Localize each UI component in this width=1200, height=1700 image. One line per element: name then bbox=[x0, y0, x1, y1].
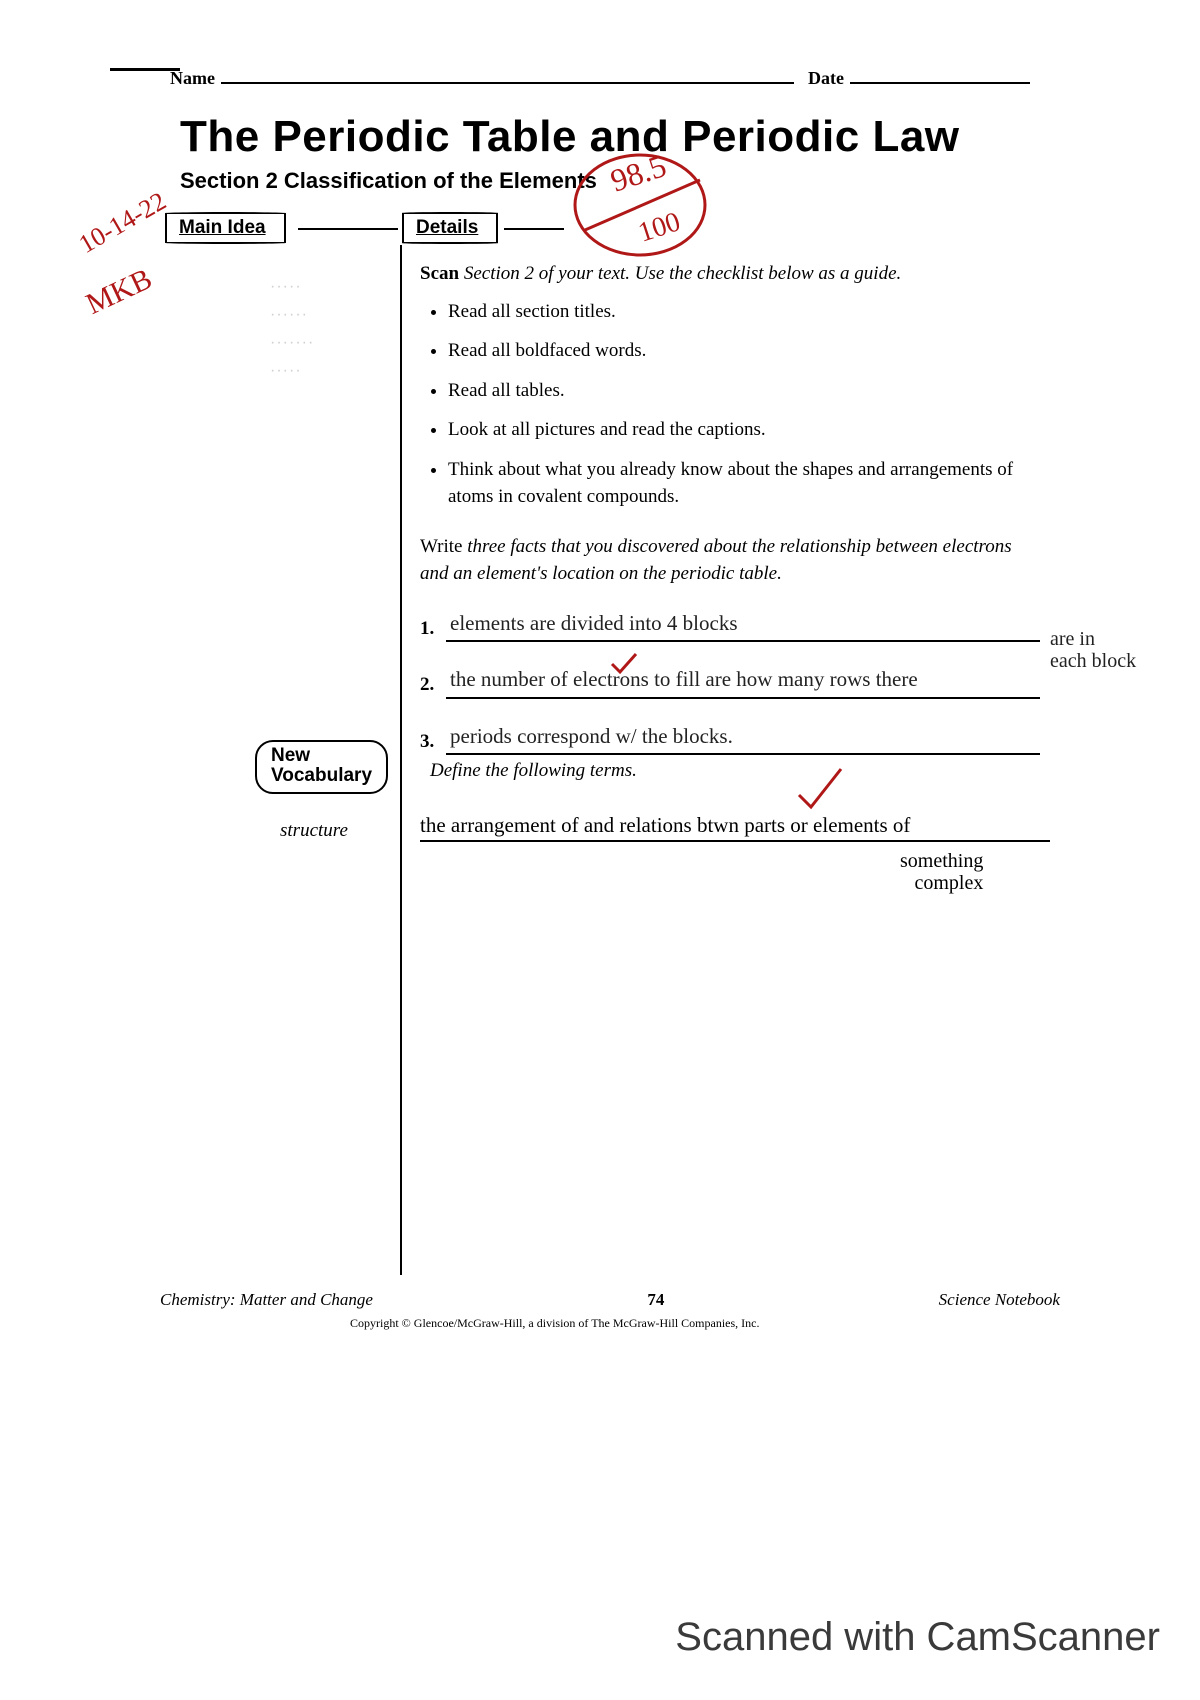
vocab-answer-trail: something complex bbox=[900, 850, 983, 894]
vocab-term: structure bbox=[280, 820, 348, 842]
worksheet-sheet: Name Date The Periodic Table and Periodi… bbox=[50, 20, 1150, 1600]
pill-connector bbox=[298, 228, 398, 230]
footer-left: Chemistry: Matter and Change bbox=[160, 1290, 373, 1310]
details-pill: Details bbox=[402, 212, 498, 244]
footer-right: Science Notebook bbox=[939, 1290, 1060, 1310]
bleedthrough: ····· bbox=[270, 278, 302, 296]
fact-handwriting: the number of electrons to fill are how … bbox=[446, 664, 1040, 698]
checklist-item: Read all section titles. bbox=[448, 298, 1040, 326]
details-body: Scan Section 2 of your text. Use the che… bbox=[420, 260, 1040, 777]
checklist-item: Read all tables. bbox=[448, 377, 1040, 405]
checklist-item: Think about what you already know about … bbox=[448, 456, 1040, 511]
define-instruction: Define the following terms. bbox=[430, 760, 637, 782]
fact-number: 3. bbox=[420, 728, 446, 756]
page-subtitle: Section 2 Classification of the Elements bbox=[180, 168, 597, 194]
fact2-trail: are in each block bbox=[1050, 628, 1136, 672]
write-rest: three facts that you discovered about th… bbox=[420, 536, 1012, 585]
page-footer: Chemistry: Matter and Change 74 Science … bbox=[160, 1290, 1060, 1310]
score-bottom: 100 bbox=[635, 206, 685, 248]
new-vocabulary-pill: New Vocabulary bbox=[255, 740, 388, 794]
pill-connector-right bbox=[504, 228, 564, 230]
fact-row: 1. elements are divided into 4 blocks bbox=[420, 608, 1040, 642]
write-bold: Write bbox=[420, 536, 463, 557]
name-blank[interactable] bbox=[221, 82, 794, 84]
footer-page-number: 74 bbox=[647, 1290, 664, 1310]
vocab-answer: the arrangement of and relations btwn pa… bbox=[420, 813, 1050, 842]
checklist-item: Look at all pictures and read the captio… bbox=[448, 416, 1040, 444]
vocab-pill-line1: New bbox=[271, 746, 372, 766]
column-divider bbox=[400, 245, 402, 1275]
grade-score: 98.5 100 bbox=[570, 150, 730, 270]
checkmark-icon bbox=[610, 652, 640, 682]
fact-row: 2. the number of electrons to fill are h… bbox=[420, 664, 1040, 698]
camscanner-watermark: Scanned with CamScanner bbox=[675, 1615, 1160, 1660]
copyright-line: Copyright © Glencoe/McGraw-Hill, a divis… bbox=[350, 1316, 759, 1331]
checklist-item: Read all boldfaced words. bbox=[448, 337, 1040, 365]
grader-date-handwriting: 10-14-22 bbox=[75, 188, 171, 258]
bleedthrough: ······ bbox=[270, 306, 308, 324]
name-label: Name bbox=[170, 68, 215, 89]
name-date-line: Name Date bbox=[170, 68, 1030, 89]
checkmark-icon bbox=[795, 765, 845, 820]
scan-instruction: Scan Section 2 of your text. Use the che… bbox=[420, 260, 1040, 288]
vocab-pill-line2: Vocabulary bbox=[271, 766, 372, 786]
bleedthrough: ······· bbox=[270, 334, 314, 352]
grader-initials: MKB bbox=[81, 262, 157, 322]
fact-number: 1. bbox=[420, 615, 446, 643]
date-blank[interactable] bbox=[850, 82, 1030, 84]
fact-number: 2. bbox=[420, 671, 446, 699]
fact-handwriting: periods correspond w/ the blocks. bbox=[446, 721, 1040, 755]
fact-row: 3. periods correspond w/ the blocks. bbox=[420, 721, 1040, 755]
facts-list: 1. elements are divided into 4 blocks 2.… bbox=[420, 608, 1040, 755]
main-idea-pill: Main Idea bbox=[165, 212, 286, 244]
fact-handwriting: elements are divided into 4 blocks bbox=[446, 608, 1040, 642]
scan-checklist: Read all section titles. Read all boldfa… bbox=[420, 298, 1040, 511]
scan-bold: Scan bbox=[420, 263, 459, 284]
score-top: 98.5 bbox=[606, 147, 670, 199]
write-instruction: Write three facts that you discovered ab… bbox=[420, 533, 1040, 588]
date-label: Date bbox=[808, 68, 844, 89]
bleedthrough: ····· bbox=[270, 362, 302, 380]
